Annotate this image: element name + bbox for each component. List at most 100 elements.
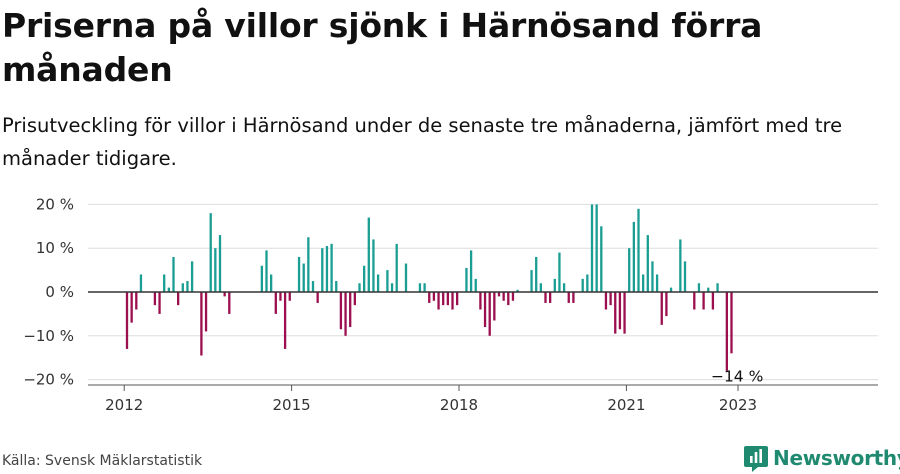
bar [465, 267, 468, 292]
bar [311, 281, 315, 292]
bar [228, 292, 231, 314]
bar [642, 274, 645, 292]
bar [177, 292, 180, 306]
bar [270, 274, 273, 292]
bar [493, 292, 496, 321]
bar [135, 292, 138, 310]
bar [172, 256, 175, 292]
bar [590, 204, 594, 292]
bar [279, 292, 282, 301]
bar [316, 292, 319, 303]
bar [665, 292, 668, 317]
bar [363, 265, 366, 292]
y-tick-label: 20 % [36, 195, 74, 213]
bar [553, 278, 556, 292]
bar [483, 292, 487, 328]
bar [451, 292, 454, 310]
bar [274, 292, 277, 314]
bar [711, 292, 715, 310]
bar [679, 239, 682, 292]
bar [349, 292, 352, 328]
bar [283, 292, 287, 349]
bar [209, 213, 212, 292]
bar [669, 287, 673, 292]
bar [516, 289, 519, 292]
bar [367, 217, 370, 292]
bar [716, 283, 719, 292]
bar [544, 292, 547, 303]
bar [297, 256, 301, 292]
bar [511, 292, 515, 301]
y-tick-label: −10 % [23, 327, 74, 345]
bar [218, 235, 222, 292]
bar [730, 292, 733, 354]
brand-name: Newsworthy [773, 446, 900, 470]
bar [428, 292, 431, 303]
bar [707, 287, 710, 292]
newsworthy-logo-icon [744, 446, 768, 472]
bar [423, 283, 426, 292]
x-tick-label: 2021 [607, 396, 645, 414]
bar [507, 292, 510, 306]
bar [204, 292, 208, 332]
bar [153, 292, 157, 306]
bar [632, 221, 635, 292]
bar [683, 261, 687, 292]
source-note: Källa: Svensk Mäklarstatistik [2, 453, 203, 469]
bar [167, 287, 170, 292]
bar [637, 208, 640, 292]
x-tick-label: 2015 [273, 396, 311, 414]
bar [539, 283, 542, 292]
bar [321, 248, 324, 292]
bar [395, 243, 398, 292]
bar [432, 292, 436, 301]
bar [158, 292, 161, 314]
bar [372, 239, 375, 292]
bar [623, 292, 626, 334]
bar [446, 292, 449, 306]
bar [558, 252, 561, 292]
bar [628, 248, 631, 292]
bar [265, 250, 268, 292]
bar [139, 274, 143, 292]
bar [125, 292, 129, 349]
y-tick-label: 10 % [36, 239, 74, 257]
bar [288, 292, 291, 301]
bar [609, 292, 612, 306]
bar [190, 261, 194, 292]
bar [200, 292, 203, 356]
bar [330, 243, 333, 292]
bar [186, 281, 189, 292]
bar [469, 250, 473, 292]
bar [260, 265, 263, 292]
bar [376, 274, 380, 292]
bar [549, 292, 552, 303]
chart-subtitle: Prisutveckling för villor i Härnösand un… [2, 114, 843, 170]
brand-logo[interactable]: Newsworthy [744, 443, 900, 473]
bar [335, 281, 338, 292]
bar [344, 292, 347, 336]
bar [404, 263, 408, 292]
bar-chart: 20 % 10 % 0 % −10 % −20 % 2012 2015 2018 2021 202… [23, 195, 878, 414]
bar [572, 292, 575, 303]
bar [660, 292, 663, 325]
bar [604, 292, 608, 310]
bar [163, 274, 166, 292]
bar [567, 292, 570, 303]
bar [358, 283, 361, 292]
bar [130, 292, 133, 323]
y-tick-label: −20 % [23, 371, 74, 389]
bar [386, 270, 389, 292]
bar [497, 292, 501, 297]
bar [697, 283, 701, 292]
bar [437, 292, 440, 310]
bar [725, 292, 728, 371]
bar [562, 283, 566, 292]
bar [181, 283, 184, 292]
bar [474, 278, 477, 292]
bar [418, 283, 422, 292]
bar [530, 270, 533, 292]
bar [535, 256, 538, 292]
latest-value-label: −14 % [711, 367, 763, 385]
bar [502, 292, 505, 301]
